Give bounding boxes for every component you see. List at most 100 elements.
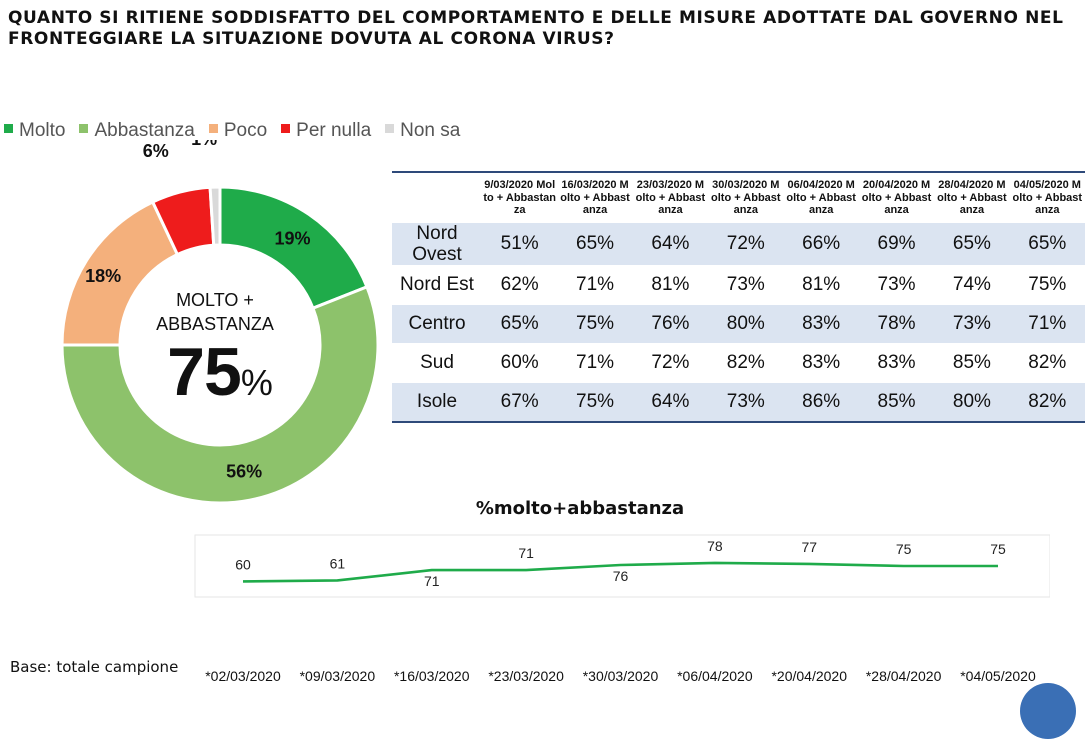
legend-item-poco: Poco [208,120,267,142]
line-data-label: 77 [801,539,817,555]
x-tick-label: *28/04/2020 [865,668,942,684]
table-cell: 76% [632,303,709,343]
table-cell: 82% [708,342,784,382]
line-data-label: 75 [990,541,1006,557]
table-cell: 65% [557,221,633,265]
table-cell: 72% [708,221,784,265]
table-row: Nord Est 62% 71% 81% 73% 81% 73% 74% 75% [392,264,1085,304]
x-tick-label: *30/03/2020 [582,668,659,684]
table-cell: 67% [482,381,558,423]
table-row: Nord Ovest 51% 65% 64% 72% 66% 69% 65% 65% [392,221,1085,265]
line-chart-title: %molto+abbastanza [475,498,685,519]
table-cell: 80% [708,303,784,343]
x-tick-label: *02/03/2020 [205,668,281,684]
table-cell: 62% [482,264,558,304]
legend-item-per-nulla: Per nulla [281,120,371,142]
table-cell: 75% [1009,264,1085,304]
table-row-label: Isole [392,381,482,423]
table-cell: 71% [557,264,633,304]
table-header-cell: 06/04/2020 Molto + Abbastanza [783,171,859,222]
table-cell: 73% [934,303,1010,343]
table-cell: 83% [783,342,859,382]
line-series [242,561,998,583]
table-cell: 73% [708,264,784,304]
table-cell: 81% [783,264,859,304]
corner-decoration [1020,683,1076,739]
table-cell: 60% [482,342,558,382]
table-header-cell: 30/03/2020 Molto + Abbastanza [708,171,784,222]
legend-swatch [281,124,291,134]
legend-swatch [79,124,89,134]
donut-slice-label: 6% [143,141,169,161]
x-tick-label: *06/04/2020 [677,668,753,684]
x-tick-label: *09/03/2020 [299,668,376,684]
table-cell: 66% [783,221,859,265]
donut-slice-label: 18% [85,266,121,286]
donut-center-unit: % [240,362,273,403]
table-row-label: Sud [392,342,482,382]
x-tick-label: *16/03/2020 [393,668,470,684]
line-data-label: 71 [424,573,440,589]
table-row: Sud 60% 71% 72% 82% 83% 83% 85% 82% [392,342,1085,382]
table-cell: 83% [783,303,859,343]
table-cell: 73% [858,264,935,304]
table-cell: 64% [632,381,709,423]
table-corner-cell [392,171,482,222]
table-header-cell: 9/03/2020 Molto + Abbastanza [482,171,558,222]
table-cell: 81% [632,264,709,304]
donut-center-line1: MOLTO + [176,290,254,310]
line-data-label: 60 [235,556,251,572]
page-title: QUANTO SI RITIENE SODDISFATTO DEL COMPOR… [8,8,1064,49]
donut-center-number: 75 [167,334,242,410]
table-cell: 82% [1009,342,1085,382]
table-cell: 75% [557,381,633,423]
legend-label: Non sa [400,120,461,141]
table-cell: 83% [858,342,935,382]
donut-center-value: 75% [140,333,300,411]
table-row: Isole 67% 75% 64% 73% 86% 85% 80% 82% [392,381,1085,423]
line-chart-x-axis: *02/03/2020 *09/03/2020 *16/03/2020 *23/03/… [0,668,1085,688]
table-cell: 78% [858,303,935,343]
base-label: Base: totale campione [10,658,179,676]
table-cell: 65% [934,221,1010,265]
table-cell: 86% [783,381,859,423]
table-header-cell: 20/04/2020 Molto + Abbastanza [858,171,935,222]
x-tick-label: *20/04/2020 [771,668,848,684]
line-data-label: 78 [707,538,723,554]
donut-center-line2: ABBASTANZA [156,314,274,334]
donut-slice-non-sa [208,185,222,247]
table-header-cell: 28/04/2020 Molto + Abbastanza [934,171,1010,222]
table-cell: 65% [482,303,558,343]
table-cell: 85% [934,342,1010,382]
line-data-label: 71 [518,545,534,561]
line-chart-frame [194,534,1050,598]
table-cell: 82% [1009,381,1085,423]
table-cell: 71% [1009,303,1085,343]
legend-swatch [208,124,218,134]
legend-item-abbastanza: Abbastanza [79,120,195,142]
chart-legend: Molto Abbastanza Poco Per nulla Non sa [4,120,474,142]
legend-swatch [385,124,395,134]
table-cell: 65% [1009,221,1085,265]
table-cell: 85% [858,381,935,423]
donut-slice-label: 1% [191,140,217,149]
table-cell: 80% [934,381,1010,423]
donut-chart: 19% 56% 18% 6% 1% [60,140,380,505]
line-data-label: 76 [613,568,629,584]
legend-label: Molto [19,120,66,141]
table-header-cell: 16/03/2020 Molto + Abbastanza [557,171,633,222]
table-cell: 71% [557,342,633,382]
x-tick-label: *23/03/2020 [488,668,564,684]
region-table: 9/03/2020 Molto + Abbastanza 16/03/2020 M… [392,171,1085,423]
legend-label: Per nulla [296,120,372,141]
table-cell: 51% [482,221,558,265]
table-cell: 69% [858,221,935,265]
table-cell: 74% [934,264,1010,304]
table-cell: 73% [708,381,784,423]
donut-slice-label: 19% [274,228,310,248]
line-data-label: 75 [896,541,912,557]
table-row-label: Nord Ovest [392,221,482,265]
legend-item-non-sa: Non sa [385,120,460,142]
table-cell: 64% [632,221,709,265]
table-cell: 72% [632,342,709,382]
